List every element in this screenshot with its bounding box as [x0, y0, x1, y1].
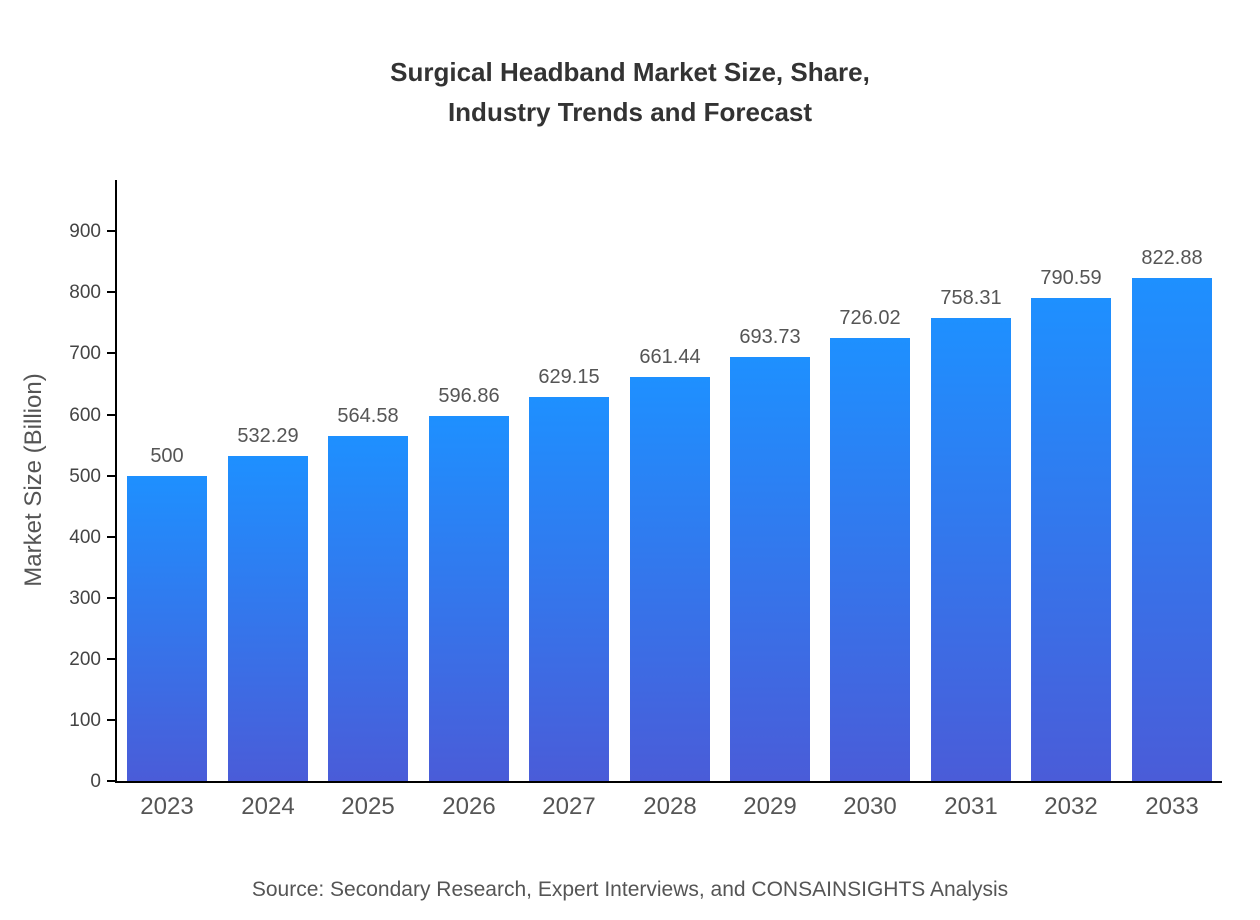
y-tick-label: 0 [90, 771, 101, 792]
x-tick-label: 2024 [241, 793, 295, 820]
x-tick-label: 2025 [341, 793, 395, 820]
bar-value-label: 596.86 [438, 385, 500, 407]
x-tick-label: 2032 [1044, 793, 1098, 820]
x-tick-label: 2026 [442, 793, 496, 820]
y-tick-mark [107, 291, 115, 294]
y-tick-label: 500 [69, 465, 101, 487]
y-tick-mark [107, 535, 115, 538]
y-tick-mark [107, 780, 115, 782]
y-tick-label: 300 [69, 587, 101, 609]
bar [1132, 278, 1212, 781]
bar-value-label: 629.15 [538, 366, 600, 388]
y-tick-mark [107, 352, 115, 355]
y-tick-label: 100 [69, 709, 101, 731]
x-tick-label: 2023 [140, 793, 194, 820]
bar [830, 338, 910, 781]
bar-value-label: 790.59 [1040, 267, 1102, 289]
y-tick-label: 900 [69, 221, 101, 243]
bar-value-label: 532.29 [237, 425, 299, 447]
bar-value-label: 693.73 [739, 326, 801, 348]
x-tick-label: 2029 [743, 793, 797, 820]
y-tick-mark [107, 230, 115, 233]
plot-area: 0 100 200 300 400 500 600 700 800 900 500 2023 532.2… [69, 180, 1222, 820]
bar [931, 318, 1011, 781]
source-note: Source: Secondary Research, Expert Inter… [251, 878, 1009, 901]
y-tick-mark [107, 413, 115, 416]
bar [127, 476, 207, 781]
y-tick-label: 400 [69, 526, 101, 548]
y-tick-label: 600 [69, 404, 101, 426]
bar [630, 377, 710, 781]
bar-value-label: 726.02 [839, 307, 901, 329]
bar [228, 456, 308, 781]
y-tick-mark [107, 474, 115, 477]
chart-title: Surgical Headband Market Size, Share, In… [390, 57, 870, 128]
y-tick-mark [107, 718, 115, 721]
y-tick-label: 700 [69, 343, 101, 365]
y-tick-mark [107, 657, 115, 660]
x-tick-label: 2027 [542, 793, 596, 820]
x-tick-label: 2033 [1145, 793, 1199, 820]
y-tick-label: 200 [69, 648, 101, 670]
bar [1031, 298, 1111, 781]
bar-value-label: 758.31 [940, 287, 1002, 309]
bar [730, 357, 810, 781]
x-tick-label: 2030 [843, 793, 897, 820]
bar [328, 436, 408, 781]
bar [529, 397, 609, 781]
bar-value-label: 661.44 [639, 346, 701, 368]
bar [429, 416, 509, 781]
y-tick-mark [107, 596, 115, 599]
bar-value-label: 822.88 [1141, 247, 1203, 269]
x-tick-label: 2028 [643, 793, 697, 820]
bar-value-label: 564.58 [337, 405, 399, 427]
x-tick-label: 2031 [944, 793, 998, 820]
y-tick-label: 800 [69, 282, 101, 304]
bar-value-label: 500 [150, 445, 184, 467]
